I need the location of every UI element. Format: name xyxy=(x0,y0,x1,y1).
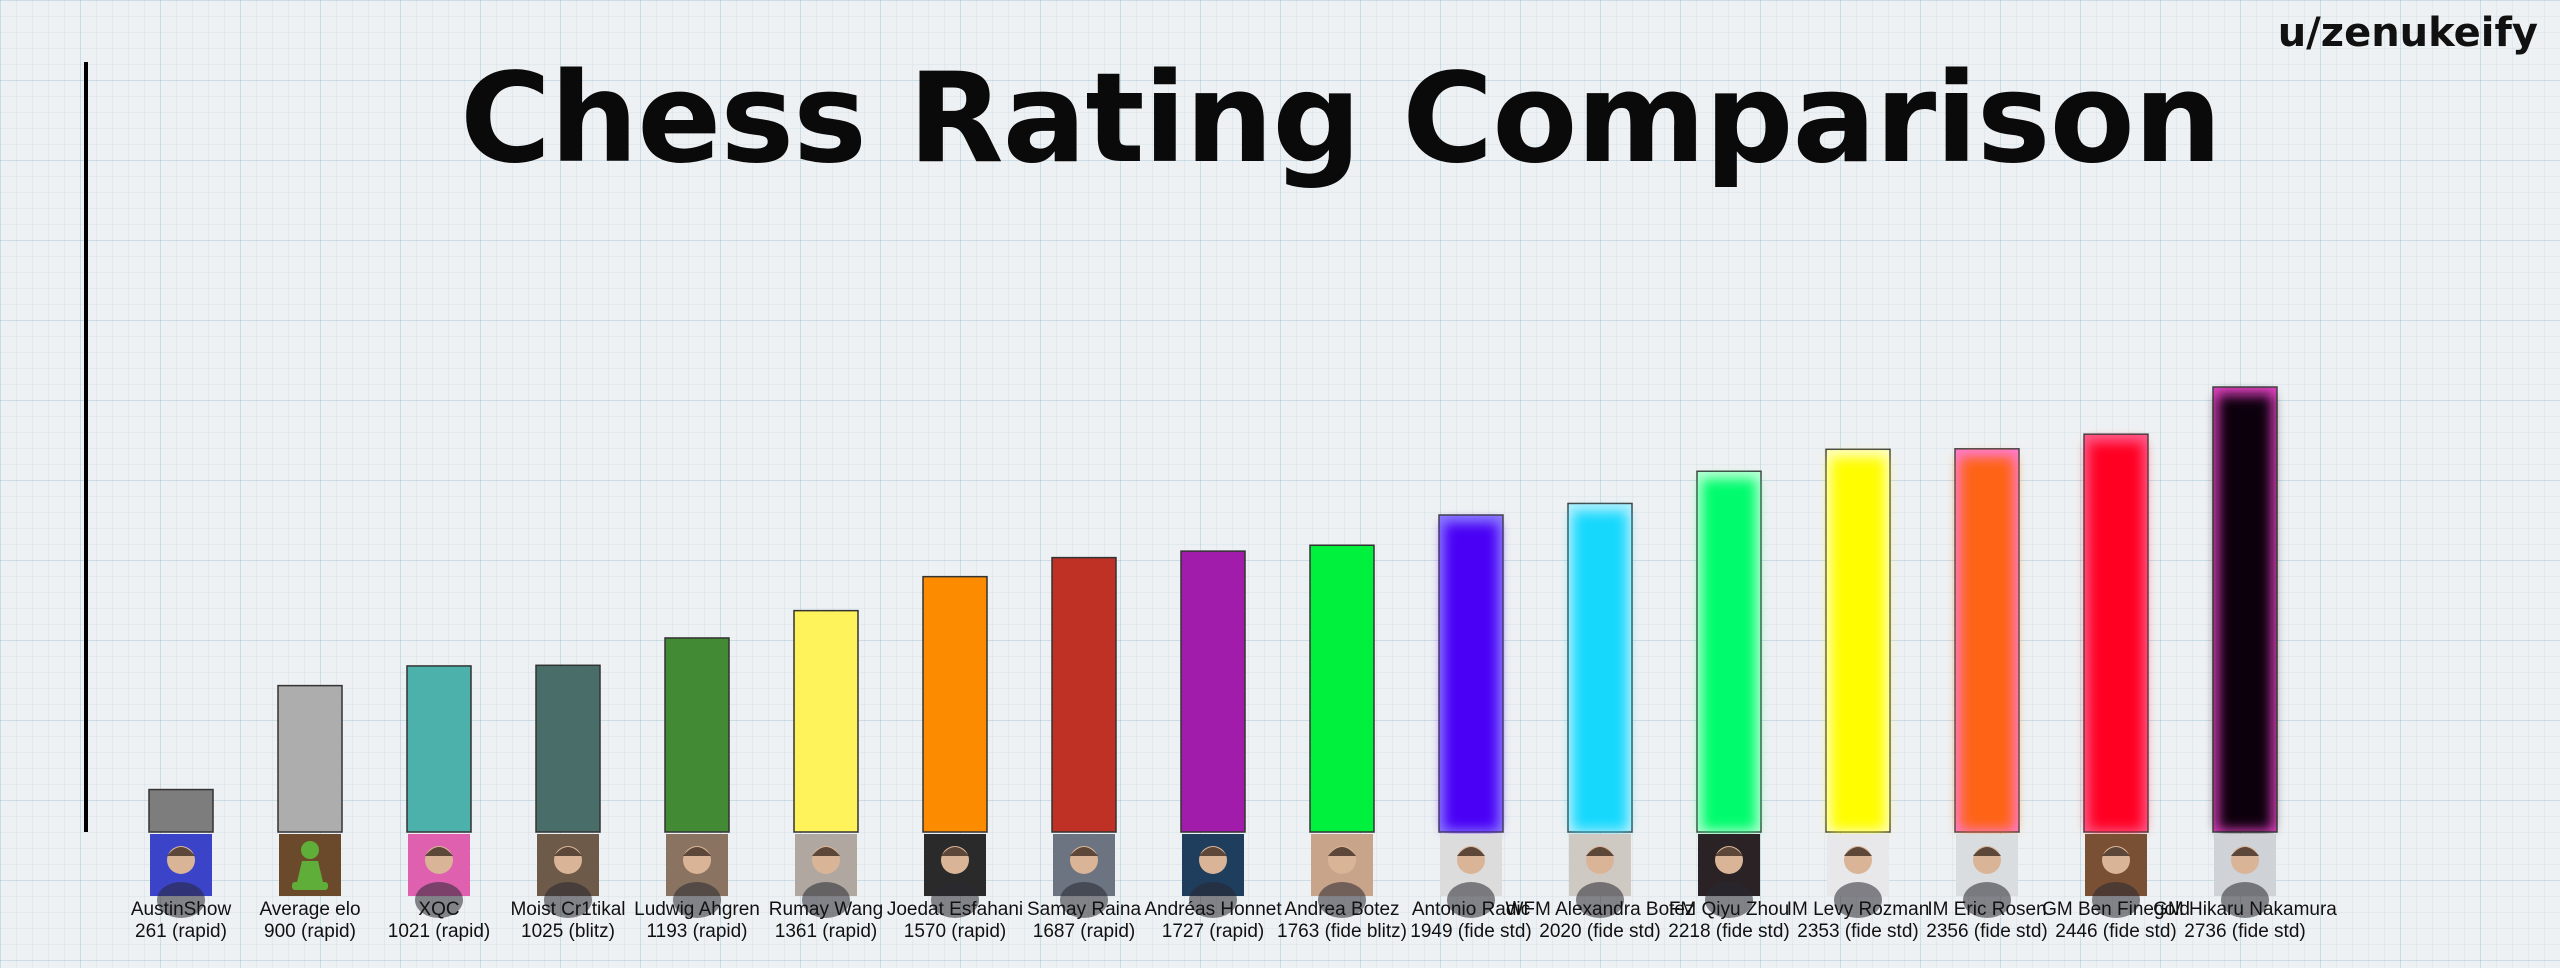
rating-label-im-levy-rozman: 2353 (fide std) xyxy=(1797,921,1918,942)
bar-gm-hikaru-nakamura xyxy=(2218,395,2272,830)
pawn-icon-average-elo xyxy=(279,834,341,896)
rating-label-antonio-radic: 1949 (fide std) xyxy=(1410,921,1531,942)
rating-label-gm-hikaru-nakamura: 2736 (fide std) xyxy=(2184,921,2305,942)
name-label-samay-raina: Samay Raina xyxy=(1027,899,1141,920)
name-label-im-levy-rozman: IM Levy Rozman xyxy=(1787,899,1930,920)
avatar-xqc xyxy=(408,834,470,918)
bar-average-elo xyxy=(277,684,343,833)
bar-ludwig-ahgren xyxy=(664,637,730,833)
rating-label-xqc: 1021 (rapid) xyxy=(388,921,490,942)
watermark: u/zenukeify xyxy=(2277,10,2538,56)
chart-title: Chess Rating Comparison xyxy=(460,47,2222,191)
avatar-im-levy-rozman xyxy=(1827,834,1889,918)
name-label-gm-ben-finegold: GM Ben Finegold xyxy=(2042,899,2190,920)
name-label-antonio-radic: Antonio Radic xyxy=(1412,899,1530,920)
name-label-fm-qiyu-zhou: FM Qiyu Zhou xyxy=(1669,899,1789,920)
avatar-fm-qiyu-zhou xyxy=(1698,834,1760,918)
rating-label-samay-raina: 1687 (rapid) xyxy=(1033,921,1135,942)
name-label-xqc: XQC xyxy=(418,899,459,920)
bar-andr-as-honnet xyxy=(1180,550,1246,833)
bar-moist-cr1tikal xyxy=(535,664,601,833)
rating-label-austinshow: 261 (rapid) xyxy=(135,921,227,942)
name-label-rumay-wang: Rumay Wang xyxy=(769,899,883,920)
bar-im-eric-rosen xyxy=(1960,456,2014,830)
rating-label-gm-ben-finegold: 2446 (fide std) xyxy=(2055,921,2176,942)
bar-rumay-wang xyxy=(793,609,859,833)
avatar-rumay-wang xyxy=(795,834,857,918)
name-label-andrea-botez: Andrea Botez xyxy=(1284,899,1399,920)
bar-gm-ben-finegold xyxy=(2089,442,2143,830)
name-label-joedat-esfahani: Joedat Esfahani xyxy=(887,899,1023,920)
rating-label-rumay-wang: 1361 (rapid) xyxy=(775,921,877,942)
name-label-moist-cr1tikal: Moist Cr1tikal xyxy=(510,899,625,920)
name-label-ludwig-ahgren: Ludwig Ahgren xyxy=(634,899,760,920)
rating-label-fm-qiyu-zhou: 2218 (fide std) xyxy=(1668,921,1789,942)
avatar-im-eric-rosen xyxy=(1956,834,2018,918)
name-label-average-elo: Average elo xyxy=(259,899,360,920)
avatar-gm-ben-finegold xyxy=(2085,834,2147,918)
rating-label-wfm-alexandra-botez: 2020 (fide std) xyxy=(1539,921,1660,942)
rating-label-im-eric-rosen: 2356 (fide std) xyxy=(1926,921,2047,942)
rating-label-andrea-botez: 1763 (fide blitz) xyxy=(1277,921,1407,942)
name-label-austinshow: AustinShow xyxy=(131,899,232,920)
bar-antonio-radic xyxy=(1444,523,1498,830)
bar-xqc xyxy=(406,665,472,833)
avatars-group xyxy=(150,834,2276,918)
avatar-moist-cr1tikal xyxy=(537,834,599,918)
name-label-wfm-alexandra-botez: WFM Alexandra Botez xyxy=(1505,899,1694,920)
bar-im-levy-rozman xyxy=(1831,457,1885,830)
rating-label-moist-cr1tikal: 1025 (blitz) xyxy=(521,921,615,942)
rating-label-average-elo: 900 (rapid) xyxy=(264,921,356,942)
bar-samay-raina xyxy=(1051,556,1117,833)
bars-group xyxy=(148,386,2278,833)
bar-andrea-botez xyxy=(1309,544,1375,833)
name-label-gm-hikaru-nakamura: GM Hikaru Nakamura xyxy=(2153,899,2337,920)
bar-fm-qiyu-zhou xyxy=(1702,479,1756,830)
rating-label-joedat-esfahani: 1570 (rapid) xyxy=(904,921,1006,942)
avatar-austinshow xyxy=(150,834,212,918)
avatar-ludwig-ahgren xyxy=(666,834,728,918)
name-label-andr-as-honnet: Andréas Honnet xyxy=(1144,899,1282,920)
avatar-antonio-radic xyxy=(1440,834,1502,918)
avatar-andrea-botez xyxy=(1311,834,1373,918)
avatar-andr-as-honnet xyxy=(1182,834,1244,918)
avatar-wfm-alexandra-botez xyxy=(1569,834,1631,918)
avatar-gm-hikaru-nakamura xyxy=(2214,834,2276,918)
bar-wfm-alexandra-botez xyxy=(1573,511,1627,830)
avatar-joedat-esfahani xyxy=(924,834,986,918)
bar-austinshow xyxy=(148,788,214,833)
bar-joedat-esfahani xyxy=(922,575,988,833)
rating-label-andr-as-honnet: 1727 (rapid) xyxy=(1162,921,1264,942)
name-label-im-eric-rosen: IM Eric Rosen xyxy=(1927,899,2046,920)
avatar-samay-raina xyxy=(1053,834,1115,918)
rating-label-ludwig-ahgren: 1193 (rapid) xyxy=(646,921,747,942)
